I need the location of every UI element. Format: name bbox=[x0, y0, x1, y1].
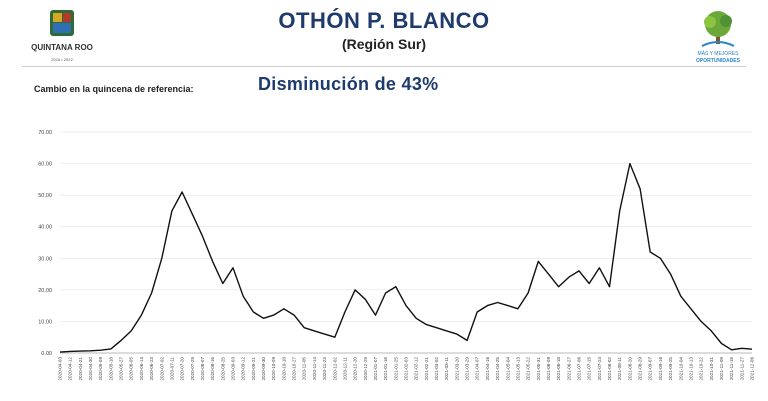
y-tick-label: 60.00 bbox=[38, 162, 52, 168]
y-tick-label: 50.00 bbox=[38, 193, 52, 199]
x-tick-label: 2020-04-21 bbox=[78, 357, 83, 381]
page-subtitle: (Región Sur) bbox=[342, 36, 426, 52]
x-tick-label: 2021-11-18 bbox=[729, 357, 734, 381]
x-tick-label: 2021-06-27 bbox=[566, 357, 571, 381]
x-tick-label: 2021-07-06 bbox=[577, 357, 582, 381]
x-tick-label: 2021-08-20 bbox=[627, 357, 632, 381]
x-tick-label: 2021-02-03 bbox=[404, 357, 409, 381]
x-tick-label: 2020-11-05 bbox=[302, 357, 307, 381]
x-tick-label: 2020-12-29 bbox=[363, 357, 368, 381]
x-tick-label: 2021-10-31 bbox=[709, 357, 714, 381]
x-tick-label: 2021-08-11 bbox=[617, 357, 622, 381]
x-tick-label: 2021-04-25 bbox=[495, 357, 500, 381]
x-tick-label: 2020-06-14 bbox=[139, 357, 144, 381]
x-tick-label: 2020-07-02 bbox=[159, 357, 164, 381]
x-tick-label: 2020-04-03 bbox=[58, 357, 63, 381]
x-tick-label: 2020-12-20 bbox=[353, 357, 358, 381]
y-tick-label: 0.00 bbox=[41, 351, 52, 357]
x-tick-label: 2021-10-04 bbox=[678, 357, 683, 381]
x-tick-label: 2020-07-11 bbox=[169, 357, 174, 381]
x-tick-label: 2021-01-07 bbox=[373, 357, 378, 381]
x-tick-label: 2020-10-27 bbox=[292, 357, 297, 381]
x-tick-label: 2020-05-09 bbox=[98, 357, 103, 381]
x-tick-label: 2021-09-16 bbox=[658, 357, 663, 381]
x-tick-label: 2021-02-12 bbox=[414, 357, 419, 381]
quintana-roo-logo: QUINTANA ROO 2016 • 2022 bbox=[22, 6, 102, 68]
tree-icon bbox=[701, 11, 735, 47]
x-tick-label: 2020-08-07 bbox=[200, 357, 205, 381]
x-tick-label: 2020-09-21 bbox=[251, 357, 256, 381]
x-tick-label: 2021-07-24 bbox=[597, 357, 602, 381]
logo-left-years: 2016 • 2022 bbox=[51, 57, 73, 62]
x-tick-label: 2020-11-23 bbox=[322, 357, 327, 381]
x-tick-label: 2020-11-14 bbox=[312, 357, 317, 381]
x-tick-label: 2020-05-18 bbox=[108, 357, 113, 381]
x-tick-label: 2020-09-12 bbox=[241, 357, 246, 381]
x-tick-label: 2021-08-29 bbox=[638, 357, 643, 381]
x-tick-label: 2020-09-03 bbox=[231, 357, 236, 381]
x-tick-label: 2021-03-29 bbox=[465, 357, 470, 381]
x-tick-label: 2020-09-30 bbox=[261, 357, 266, 381]
x-tick-label: 2020-04-30 bbox=[88, 357, 93, 381]
x-tick-label: 2021-12-06 bbox=[750, 357, 755, 381]
coat-of-arms-icon bbox=[50, 10, 74, 36]
x-tick-label: 2021-03-02 bbox=[434, 357, 439, 381]
x-tick-label: 2021-01-16 bbox=[383, 357, 388, 381]
x-tick-label: 2020-08-25 bbox=[220, 357, 225, 381]
x-tick-label: 2021-09-07 bbox=[648, 357, 653, 381]
x-tick-label: 2021-04-07 bbox=[475, 357, 480, 381]
x-tick-label: 2020-10-09 bbox=[271, 357, 276, 381]
x-tick-label: 2020-12-02 bbox=[332, 357, 337, 381]
x-tick-label: 2021-06-18 bbox=[556, 357, 561, 381]
x-tick-label: 2021-11-27 bbox=[739, 357, 744, 381]
mas-mejores-oportunidades-logo: MÁS Y MEJORES OPORTUNIDADES bbox=[678, 6, 758, 68]
logo-left-text: QUINTANA ROO bbox=[31, 43, 93, 52]
x-tick-label: 2020-12-11 bbox=[342, 357, 347, 381]
x-tick-label: 2020-05-27 bbox=[119, 357, 124, 381]
x-tick-label: 2021-06-09 bbox=[546, 357, 551, 381]
x-tick-label: 2020-07-29 bbox=[190, 357, 195, 381]
x-tick-label: 2020-07-20 bbox=[180, 357, 185, 381]
x-tick-label: 2021-05-22 bbox=[526, 357, 531, 381]
x-tick-label: 2021-03-11 bbox=[444, 357, 449, 381]
x-tick-label: 2021-08-02 bbox=[607, 357, 612, 381]
page-title: OTHÓN P. BLANCO bbox=[278, 8, 490, 33]
y-tick-label: 40.00 bbox=[38, 225, 52, 231]
x-tick-label: 2021-02-21 bbox=[424, 357, 429, 381]
x-tick-label: 2020-10-18 bbox=[281, 357, 286, 381]
x-tick-label: 2021-11-09 bbox=[719, 357, 724, 381]
change-label: Cambio en la quincena de referencia: bbox=[34, 84, 194, 94]
x-tick-label: 2020-04-12 bbox=[68, 357, 73, 381]
x-tick-label: 2020-06-23 bbox=[149, 357, 154, 381]
x-tick-label: 2021-07-15 bbox=[587, 357, 592, 381]
series-line bbox=[59, 162, 753, 353]
x-tick-label: 2021-01-25 bbox=[393, 357, 398, 381]
y-tick-label: 70.00 bbox=[38, 130, 52, 136]
y-tick-label: 10.00 bbox=[38, 319, 52, 325]
x-tick-label: 2021-05-13 bbox=[515, 357, 520, 381]
line-chart: 0.00 10.00 20.00 30.00 40.00 50.00 60.00 70.00 2… bbox=[38, 130, 755, 381]
logo-right-line1: MÁS Y MEJORES bbox=[698, 50, 740, 57]
y-tick-label: 30.00 bbox=[38, 256, 52, 262]
x-tick-label: 2021-10-22 bbox=[699, 357, 704, 381]
header-divider bbox=[22, 66, 746, 67]
x-tick-label: 2021-09-25 bbox=[668, 357, 673, 381]
x-tick-label: 2020-06-05 bbox=[129, 357, 134, 381]
y-tick-label: 20.00 bbox=[38, 288, 52, 294]
x-tick-label: 2020-08-16 bbox=[210, 357, 215, 381]
x-tick-label: 2021-05-31 bbox=[536, 357, 541, 381]
x-tick-label: 2021-04-16 bbox=[485, 357, 490, 381]
change-value: Disminución de 43% bbox=[258, 74, 439, 94]
logo-right-line2: OPORTUNIDADES bbox=[696, 58, 741, 64]
x-tick-label: 2021-05-04 bbox=[505, 357, 510, 381]
x-tick-label: 2021-03-20 bbox=[454, 357, 459, 381]
x-tick-label: 2021-10-13 bbox=[688, 357, 693, 381]
